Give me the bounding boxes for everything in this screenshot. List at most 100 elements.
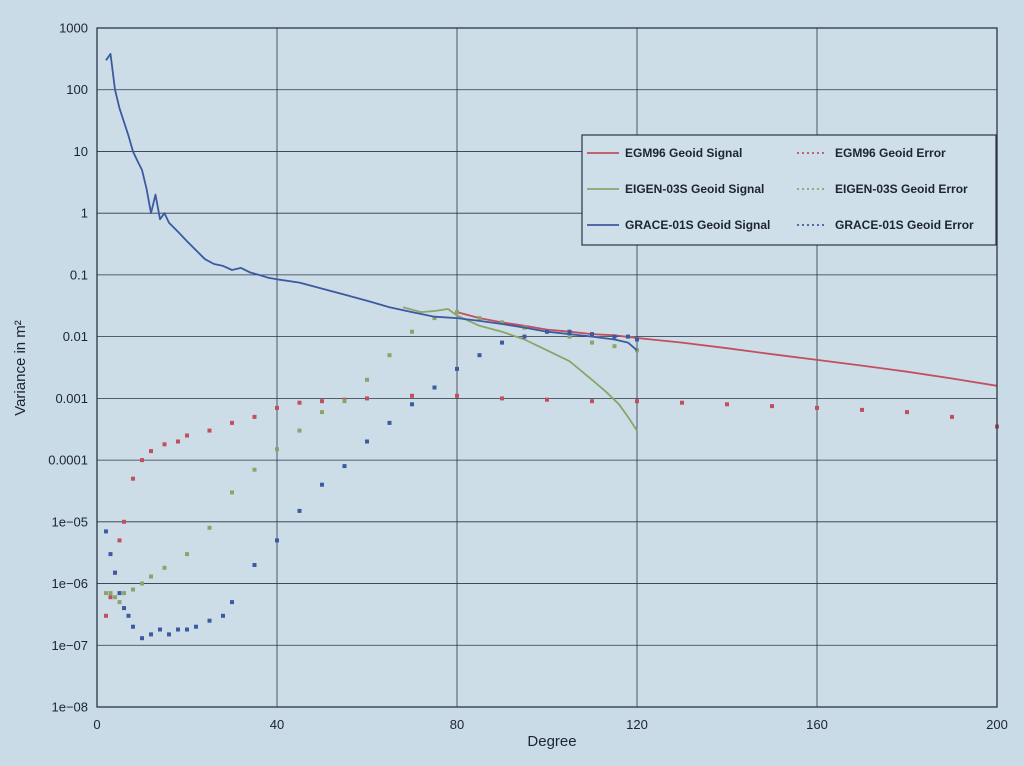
- egm96-geoid-error-point: [590, 399, 594, 404]
- grace-01s-geoid-error-point: [545, 329, 549, 334]
- egm96-geoid-error-point: [185, 433, 189, 438]
- eigen-03s-geoid-error-point: [590, 340, 594, 345]
- x-tick-label: 120: [626, 717, 648, 732]
- grace-01s-geoid-error-point: [626, 334, 630, 339]
- y-tick-label: 10: [74, 144, 88, 159]
- eigen-03s-geoid-error-point: [185, 552, 189, 557]
- grace-01s-geoid-error-point: [149, 632, 153, 637]
- eigen-03s-geoid-error-point: [131, 587, 135, 592]
- egm96-geoid-error-point: [149, 449, 153, 454]
- egm96-geoid-error-point: [950, 414, 954, 419]
- grace-01s-geoid-error-point: [365, 439, 369, 444]
- legend: EGM96 Geoid Signal EGM96 Geoid Error EIGEN…: [581, 134, 997, 246]
- legend-label-grace-01s-geoid-error: GRACE-01S Geoid Error: [835, 218, 974, 232]
- legend-label-eigen-03s-geoid-signal: EIGEN-03S Geoid Signal: [625, 182, 764, 196]
- eigen-03s-geoid-error-point: [455, 310, 459, 315]
- grace-01s-geoid-error-point: [297, 508, 302, 513]
- egm96-geoid-error-point: [365, 396, 369, 401]
- eigen-03s-geoid-error-point: [365, 377, 369, 382]
- egm96-geoid-error-point: [252, 414, 257, 419]
- y-tick-label: 0.0001: [48, 453, 88, 468]
- egm96-geoid-error-point: [770, 404, 774, 409]
- y-tick-label: 1e−08: [51, 700, 88, 715]
- legend-label-egm96-geoid-signal: EGM96 Geoid Signal: [625, 146, 742, 160]
- eigen-03s-geoid-error-point: [275, 447, 279, 452]
- eigen-03s-geoid-error-point: [387, 353, 392, 358]
- eigen-03s-geoid-error-point: [477, 316, 482, 321]
- eigen-03s-geoid-error-point: [162, 565, 167, 570]
- grace-01s-geoid-error-point: [590, 332, 594, 337]
- egm96-geoid-error-point: [320, 399, 324, 404]
- plot-background: [97, 28, 997, 707]
- y-tick-label: 1e−06: [51, 576, 88, 591]
- grace-01s-geoid-error-point: [167, 632, 171, 637]
- grace-01s-geoid-error-point: [275, 538, 279, 543]
- legend-label-grace-01s-geoid-signal: GRACE-01S Geoid Signal: [625, 218, 770, 232]
- egm96-geoid-error-point: [176, 439, 180, 444]
- eigen-03s-geoid-error-point: [108, 591, 113, 596]
- egm96-geoid-error-point: [117, 538, 122, 543]
- grace-01s-geoid-error-point: [194, 624, 198, 629]
- egm96-geoid-error-point: [680, 400, 684, 405]
- grace-01s-geoid-error-point: [131, 624, 135, 629]
- y-tick-label: 1e−05: [51, 514, 88, 529]
- eigen-03s-geoid-error-point: [320, 410, 324, 415]
- eigen-03s-geoid-error-point: [140, 581, 144, 586]
- grace-01s-geoid-error-point: [113, 570, 117, 575]
- y-tick-label: 1: [81, 206, 88, 221]
- x-tick-label: 160: [806, 717, 828, 732]
- eigen-03s-geoid-error-point: [122, 591, 126, 596]
- x-axis-label: Degree: [527, 733, 576, 750]
- eigen-03s-geoid-signal-line: [402, 306, 638, 432]
- egm96-geoid-error-point: [635, 399, 639, 404]
- y-tick-labels: 1000 100 10 1 0.1 0.01 0.001 0.0001 1e−05 1e−06 1e…: [48, 21, 88, 715]
- grace-01s-geoid-error-point: [320, 482, 324, 487]
- egm96-geoid-error-point: [108, 595, 113, 600]
- grace-01s-geoid-error-point: [176, 627, 180, 632]
- grace-01s-geoid-error-point: [635, 337, 639, 342]
- legend-box: [581, 134, 997, 246]
- y-tick-label: 100: [66, 82, 88, 97]
- egm96-geoid-error-point: [545, 397, 549, 402]
- eigen-03s-geoid-error-point: [410, 329, 414, 334]
- grace-01s-geoid-signal-line: [105, 53, 638, 351]
- eigen-03s-geoid-error-point: [612, 344, 617, 349]
- eigen-03s-geoid-error-point: [342, 399, 347, 404]
- egm96-geoid-error-point: [860, 407, 864, 412]
- egm96-geoid-error-point: [500, 396, 504, 401]
- grace-01s-geoid-error-point: [500, 340, 504, 345]
- eigen-03s-geoid-error-point: [149, 574, 153, 579]
- series-layer: [104, 53, 999, 641]
- eigen-03s-geoid-error-point: [432, 316, 437, 321]
- legend-label-egm96-geoid-error: EGM96 Geoid Error: [835, 146, 946, 160]
- grace-01s-geoid-error-point: [207, 618, 212, 623]
- egm96-geoid-error-point: [815, 405, 819, 410]
- grace-01s-geoid-error-point: [410, 402, 414, 407]
- y-tick-label: 0.01: [63, 329, 88, 344]
- x-tick-label: 40: [270, 717, 284, 732]
- y-tick-label: 1e−07: [51, 638, 88, 653]
- egm96-geoid-error-point: [207, 428, 212, 433]
- y-axis-label: Variance in m²: [12, 320, 29, 416]
- eigen-03s-geoid-error-point: [207, 525, 212, 530]
- egm96-geoid-error-point: [297, 400, 302, 405]
- grace-01s-geoid-error-point: [455, 366, 459, 371]
- egm96-geoid-error-point: [905, 410, 909, 415]
- y-tick-label: 0.1: [70, 267, 88, 282]
- grace-01s-geoid-error-point: [104, 529, 108, 534]
- egm96-geoid-error-point: [725, 402, 729, 407]
- grace-01s-geoid-error-point: [122, 606, 126, 611]
- grace-01s-geoid-error-point: [230, 600, 234, 605]
- x-tick-label: 200: [986, 717, 1008, 732]
- eigen-03s-geoid-error-point: [567, 334, 572, 339]
- eigen-03s-geoid-error-point: [117, 600, 122, 605]
- grace-01s-geoid-error-point: [221, 613, 225, 618]
- grace-01s-geoid-error-point: [387, 420, 392, 425]
- grace-01s-geoid-error-point: [158, 627, 162, 632]
- grace-01s-geoid-error-point: [612, 334, 617, 339]
- x-tick-label: 80: [450, 717, 464, 732]
- egm96-geoid-error-point: [162, 442, 167, 447]
- egm96-geoid-error-point: [122, 519, 126, 524]
